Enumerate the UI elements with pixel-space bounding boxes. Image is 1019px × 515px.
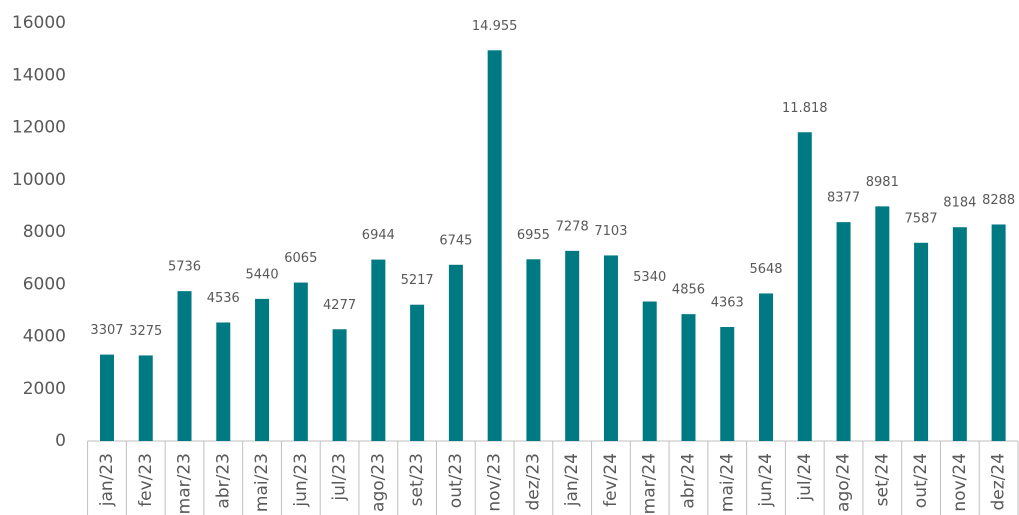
x-tick-label: jan/23 <box>97 453 117 507</box>
bar <box>565 250 580 441</box>
bar <box>293 282 308 441</box>
value-label: 5217 <box>401 273 434 288</box>
value-label: 7278 <box>556 219 589 234</box>
y-tick-label: 2000 <box>23 379 66 399</box>
x-tick-label: mar/23 <box>175 453 195 514</box>
x-tick-label: ago/23 <box>368 453 388 512</box>
value-label: 4363 <box>711 296 744 311</box>
value-label: 5648 <box>749 262 782 277</box>
bar <box>332 329 347 441</box>
bar <box>952 227 967 441</box>
x-tick-label: abr/24 <box>678 453 698 509</box>
y-tick-label: 16000 <box>12 13 66 33</box>
bar <box>371 259 386 441</box>
value-label: 8288 <box>982 193 1015 208</box>
bar <box>487 50 502 441</box>
x-tick-label: jan/24 <box>562 453 582 507</box>
x-tick-label: dez/23 <box>523 453 543 511</box>
value-label: 5440 <box>246 267 279 282</box>
x-tick-label: out/23 <box>446 453 466 508</box>
bar <box>216 322 231 441</box>
bar <box>914 242 929 441</box>
bar <box>448 264 463 441</box>
x-tick-label: fev/24 <box>601 453 621 507</box>
x-tick-label: set/23 <box>407 453 427 506</box>
value-label: 3275 <box>129 324 162 339</box>
x-tick-label: jul/24 <box>795 453 815 502</box>
x-tick-label: ago/24 <box>834 453 854 512</box>
value-label: 4856 <box>672 283 705 298</box>
bar <box>836 222 851 441</box>
x-tick-label: dez/24 <box>989 453 1009 511</box>
value-label: 4277 <box>323 298 356 313</box>
y-tick-label: 0 <box>55 431 66 451</box>
x-tick-label: mai/24 <box>717 453 737 512</box>
bar <box>138 355 153 441</box>
x-tick-label: mai/23 <box>252 453 272 512</box>
bar <box>797 132 812 441</box>
y-tick-label: 12000 <box>12 118 66 138</box>
y-tick-label: 14000 <box>12 65 66 85</box>
value-label: 6745 <box>439 233 472 248</box>
bar <box>759 293 774 441</box>
x-tick-label: mar/24 <box>640 453 660 514</box>
x-tick-label: jun/24 <box>756 453 776 508</box>
value-label: 5340 <box>633 270 666 285</box>
value-label: 4536 <box>207 291 240 306</box>
x-tick-label: abr/23 <box>213 453 233 509</box>
bar <box>991 224 1006 441</box>
x-tick-label: out/24 <box>911 453 931 508</box>
value-label: 6065 <box>284 251 317 266</box>
value-label: 6944 <box>362 228 395 243</box>
y-tick-label: 6000 <box>23 274 66 294</box>
bar <box>255 298 270 441</box>
y-tick-label: 8000 <box>23 222 66 242</box>
x-tick-label: set/24 <box>872 453 892 506</box>
bar <box>603 255 618 441</box>
value-label: 7587 <box>905 211 938 226</box>
y-tick-label: 10000 <box>12 170 66 190</box>
x-tick-label: jul/23 <box>330 453 350 502</box>
bar <box>642 301 657 441</box>
x-tick-label: fev/23 <box>136 453 156 507</box>
value-label: 8184 <box>943 196 976 211</box>
value-label: 5736 <box>168 260 201 275</box>
y-tick-label: 4000 <box>23 327 66 347</box>
value-label: 14.955 <box>472 19 518 34</box>
value-label: 8981 <box>866 175 899 190</box>
bar <box>177 291 192 441</box>
value-label: 8377 <box>827 191 860 206</box>
bar <box>526 259 541 441</box>
bar <box>99 354 114 441</box>
value-label: 3307 <box>90 323 123 338</box>
value-label: 6955 <box>517 228 550 243</box>
x-tick-label: nov/24 <box>950 453 970 512</box>
bar <box>875 206 890 441</box>
value-label: 7103 <box>594 224 627 239</box>
bar <box>681 314 696 441</box>
x-tick-label: jun/23 <box>291 453 311 508</box>
value-label: 11.818 <box>782 101 828 116</box>
bar <box>720 327 735 441</box>
bar <box>410 304 425 441</box>
x-tick-label: nov/23 <box>485 453 505 512</box>
